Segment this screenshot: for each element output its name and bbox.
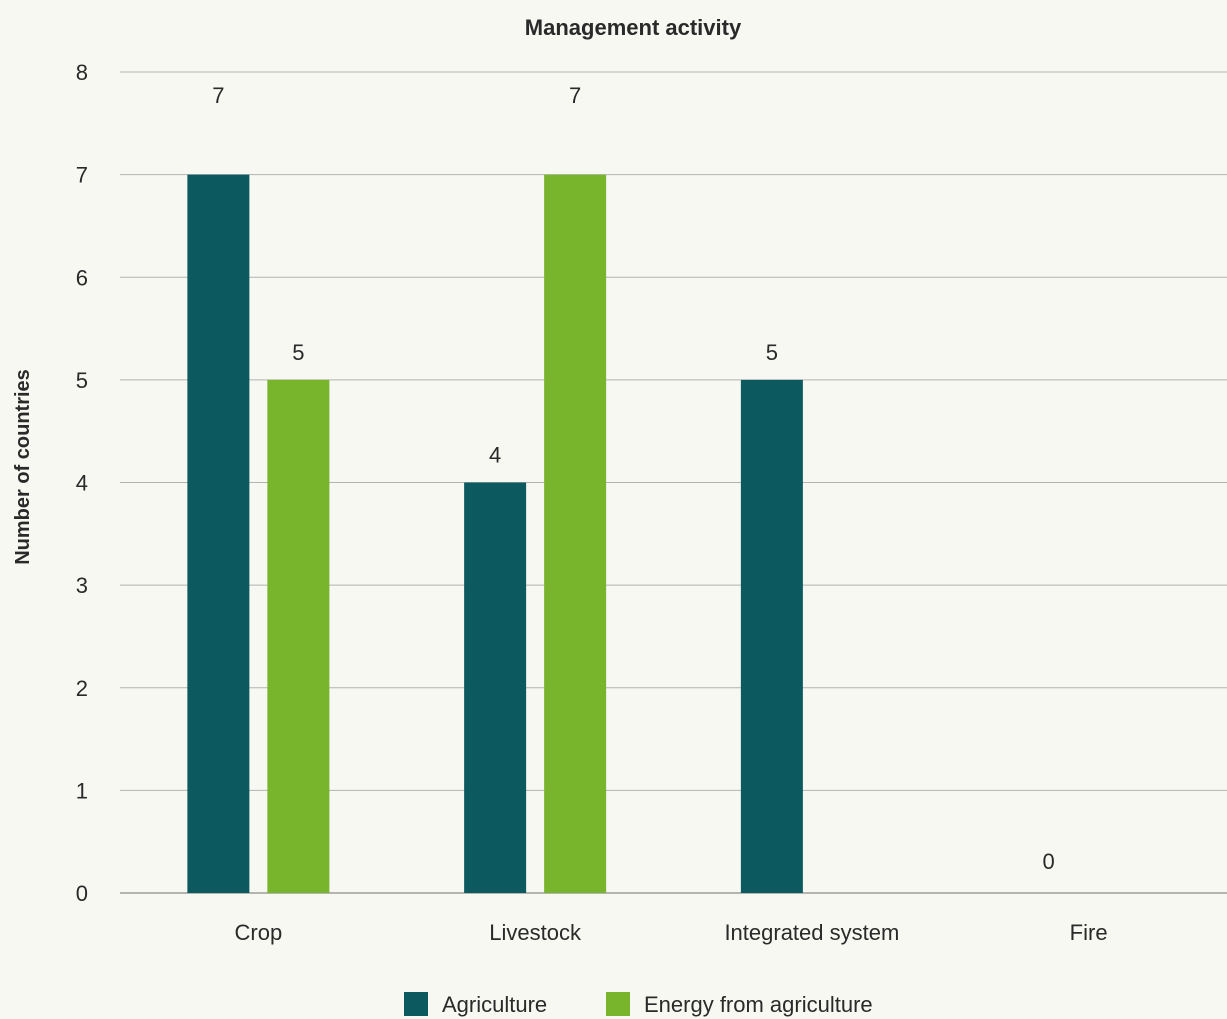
y-tick-label: 2 bbox=[76, 676, 88, 701]
value-labels: 7 5 4 7 5 0 bbox=[212, 83, 1055, 874]
data-label: 4 bbox=[489, 443, 501, 468]
y-tick-label: 3 bbox=[76, 573, 88, 598]
bar-agriculture-integrated-system bbox=[740, 379, 803, 893]
x-tick-label: Livestock bbox=[489, 920, 582, 945]
data-label: 0 bbox=[1043, 849, 1055, 874]
data-label: 5 bbox=[292, 340, 304, 365]
y-axis-label: Number of countries bbox=[12, 369, 34, 565]
legend: Agriculture Energy from agriculture bbox=[404, 992, 873, 1017]
legend-swatch-energy-from-agriculture bbox=[606, 992, 630, 1016]
x-tick-label: Fire bbox=[1070, 920, 1108, 945]
data-label: 5 bbox=[766, 340, 778, 365]
y-tick-label: 8 bbox=[76, 60, 88, 85]
y-tick-label: 6 bbox=[76, 265, 88, 290]
data-label: 7 bbox=[212, 83, 224, 108]
chart-title: Management activity bbox=[525, 15, 742, 40]
data-label: 7 bbox=[569, 83, 581, 108]
bar-agriculture-crop bbox=[187, 174, 250, 893]
bar-agriculture-livestock bbox=[464, 482, 527, 893]
x-tick-label: Integrated system bbox=[724, 920, 899, 945]
y-tick-label: 7 bbox=[76, 163, 88, 188]
y-tick-label: 4 bbox=[76, 471, 88, 496]
y-tick-label: 1 bbox=[76, 778, 88, 803]
x-ticks: Crop Livestock Integrated system Fire bbox=[235, 920, 1108, 945]
y-ticks: 0 1 2 3 4 5 6 7 8 bbox=[76, 60, 88, 906]
x-tick-label: Crop bbox=[235, 920, 283, 945]
y-tick-label: 5 bbox=[76, 368, 88, 393]
bar-energy-from-agriculture-livestock bbox=[544, 174, 607, 893]
bars bbox=[187, 174, 803, 893]
legend-label: Agriculture bbox=[442, 992, 547, 1017]
y-tick-label: 0 bbox=[76, 881, 88, 906]
bar-energy-from-agriculture-crop bbox=[267, 379, 330, 893]
legend-swatch-agriculture bbox=[404, 992, 428, 1016]
legend-label: Energy from agriculture bbox=[644, 992, 873, 1017]
